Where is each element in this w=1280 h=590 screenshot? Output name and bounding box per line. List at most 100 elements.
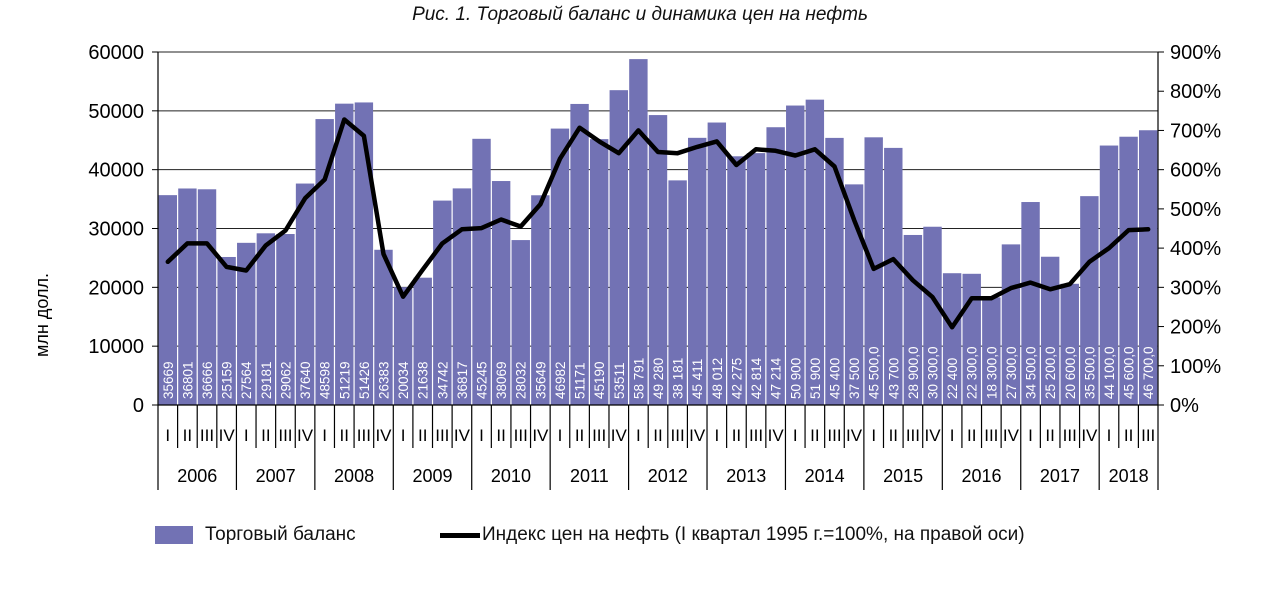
legend-label-oil-index: Индекс цен на нефть (I квартал 1995 г.=1…	[482, 524, 1025, 545]
year-label: 2006	[177, 466, 217, 486]
bar-data-label: 29181	[259, 361, 274, 399]
bar-data-label: 34742	[435, 361, 450, 399]
bar-data-label: 25159	[220, 361, 235, 399]
year-label: 2016	[962, 466, 1002, 486]
quarter-label: I	[322, 426, 327, 445]
quarter-label: III	[592, 426, 606, 445]
bar-data-label: 51171	[573, 362, 588, 399]
bar-data-label: 48 012	[710, 358, 725, 399]
legend-swatch-line	[440, 532, 480, 538]
bar-data-label: 27564	[239, 361, 254, 399]
bar	[295, 183, 315, 405]
bar-data-labels: 35669 36801 36666 25159 27564 29181 29062 37640…	[161, 346, 1156, 399]
year-label: 2017	[1040, 466, 1080, 486]
bar	[1021, 202, 1040, 405]
bar-data-label: 21638	[416, 361, 431, 399]
bar	[982, 297, 1001, 405]
quarter-label: II	[889, 426, 898, 445]
bar-data-label: 43 700	[886, 358, 901, 399]
bar-data-label: 45 500,0	[867, 346, 882, 399]
legend: Торговый баланс Индекс цен на нефть (I к…	[0, 524, 1280, 552]
quarter-label: IV	[768, 426, 785, 445]
bar	[746, 153, 766, 405]
bar	[452, 188, 472, 405]
quarter-label: II	[261, 426, 270, 445]
bar	[648, 115, 668, 405]
bar	[354, 102, 374, 406]
quarter-label: IV	[1003, 426, 1020, 445]
bar-data-label: 34 500,0	[1024, 346, 1039, 399]
quarter-label: I	[401, 426, 406, 445]
y2-tick-label: 0%	[1170, 395, 1199, 417]
bar-data-label: 35 500,0	[1082, 346, 1097, 399]
bar-data-label: 36817	[455, 361, 470, 399]
bar	[942, 273, 962, 405]
bar	[1099, 145, 1119, 406]
quarter-label: I	[950, 426, 955, 445]
year-label: 2007	[256, 466, 296, 486]
quarter-label: III	[906, 426, 920, 445]
bar	[844, 184, 864, 405]
quarter-label: IV	[1081, 426, 1098, 445]
quarter-label: II	[340, 426, 349, 445]
bar-data-label: 47 214	[769, 357, 784, 399]
y-axis-title: млн долл.	[32, 273, 52, 357]
bar-data-label: 45 411	[690, 359, 705, 399]
quarter-label: III	[1063, 426, 1077, 445]
bar-data-label: 42 814	[749, 357, 764, 399]
quarter-label: II	[418, 426, 427, 445]
legend-item-oil-index: Индекс цен на нефть (I квартал 1995 г.=1…	[440, 524, 1025, 546]
bar	[237, 242, 256, 405]
quarter-label: III	[200, 426, 214, 445]
bar	[158, 195, 178, 405]
bar-data-label: 22 400	[945, 358, 960, 399]
y2-tick-label: 700%	[1170, 120, 1221, 142]
bar-data-label: 28032	[514, 361, 529, 399]
bar	[629, 59, 648, 406]
year-label: 2013	[726, 466, 766, 486]
year-label: 2018	[1109, 466, 1149, 486]
quarter-label: I	[793, 426, 798, 445]
bar-data-label: 25 200,0	[1043, 346, 1058, 399]
quarter-label: III	[435, 426, 449, 445]
bar-data-label: 51 900	[808, 358, 823, 399]
y-tick-label: 10000	[88, 336, 144, 358]
bar-data-label: 58 791	[631, 358, 646, 399]
quarter-label: IV	[611, 426, 628, 445]
quarter-label: II	[496, 426, 505, 445]
quarter-label: I	[871, 426, 876, 445]
bar-data-label: 45245	[475, 361, 490, 399]
year-label: 2008	[334, 466, 374, 486]
quarter-label: IV	[924, 426, 941, 445]
bar-data-label: 46 700,0	[1141, 346, 1156, 399]
bar-data-label: 46982	[553, 361, 568, 399]
quarter-label: IV	[219, 426, 236, 445]
bar	[884, 147, 903, 406]
y-tick-label: 0	[133, 395, 144, 417]
bar	[217, 256, 236, 405]
quarter-label: I	[558, 426, 563, 445]
y-axis-ticks: 0 10000 20000 30000 40000 50000 60000	[88, 42, 158, 417]
y-tick-label: 50000	[88, 101, 144, 123]
quarter-label: II	[810, 426, 819, 445]
bar-data-label: 44 100,0	[1102, 346, 1117, 399]
year-label: 2009	[412, 466, 452, 486]
quarter-label: IV	[454, 426, 471, 445]
quarter-label: I	[1028, 426, 1033, 445]
bar	[864, 137, 883, 405]
bar-data-label: 51426	[357, 361, 372, 399]
bar	[609, 90, 628, 406]
bar	[256, 233, 276, 405]
bar	[413, 277, 432, 405]
quarter-label: I	[244, 426, 249, 445]
quarter-label: IV	[532, 426, 549, 445]
bar-data-label: 35649	[533, 361, 548, 399]
y-tick-label: 30000	[88, 219, 144, 241]
quarter-label: I	[714, 426, 719, 445]
quarter-label: II	[183, 426, 192, 445]
bar	[1060, 283, 1079, 405]
quarter-label: II	[575, 426, 584, 445]
bar	[766, 127, 785, 405]
bar	[923, 226, 942, 405]
quarter-label: IV	[297, 426, 314, 445]
